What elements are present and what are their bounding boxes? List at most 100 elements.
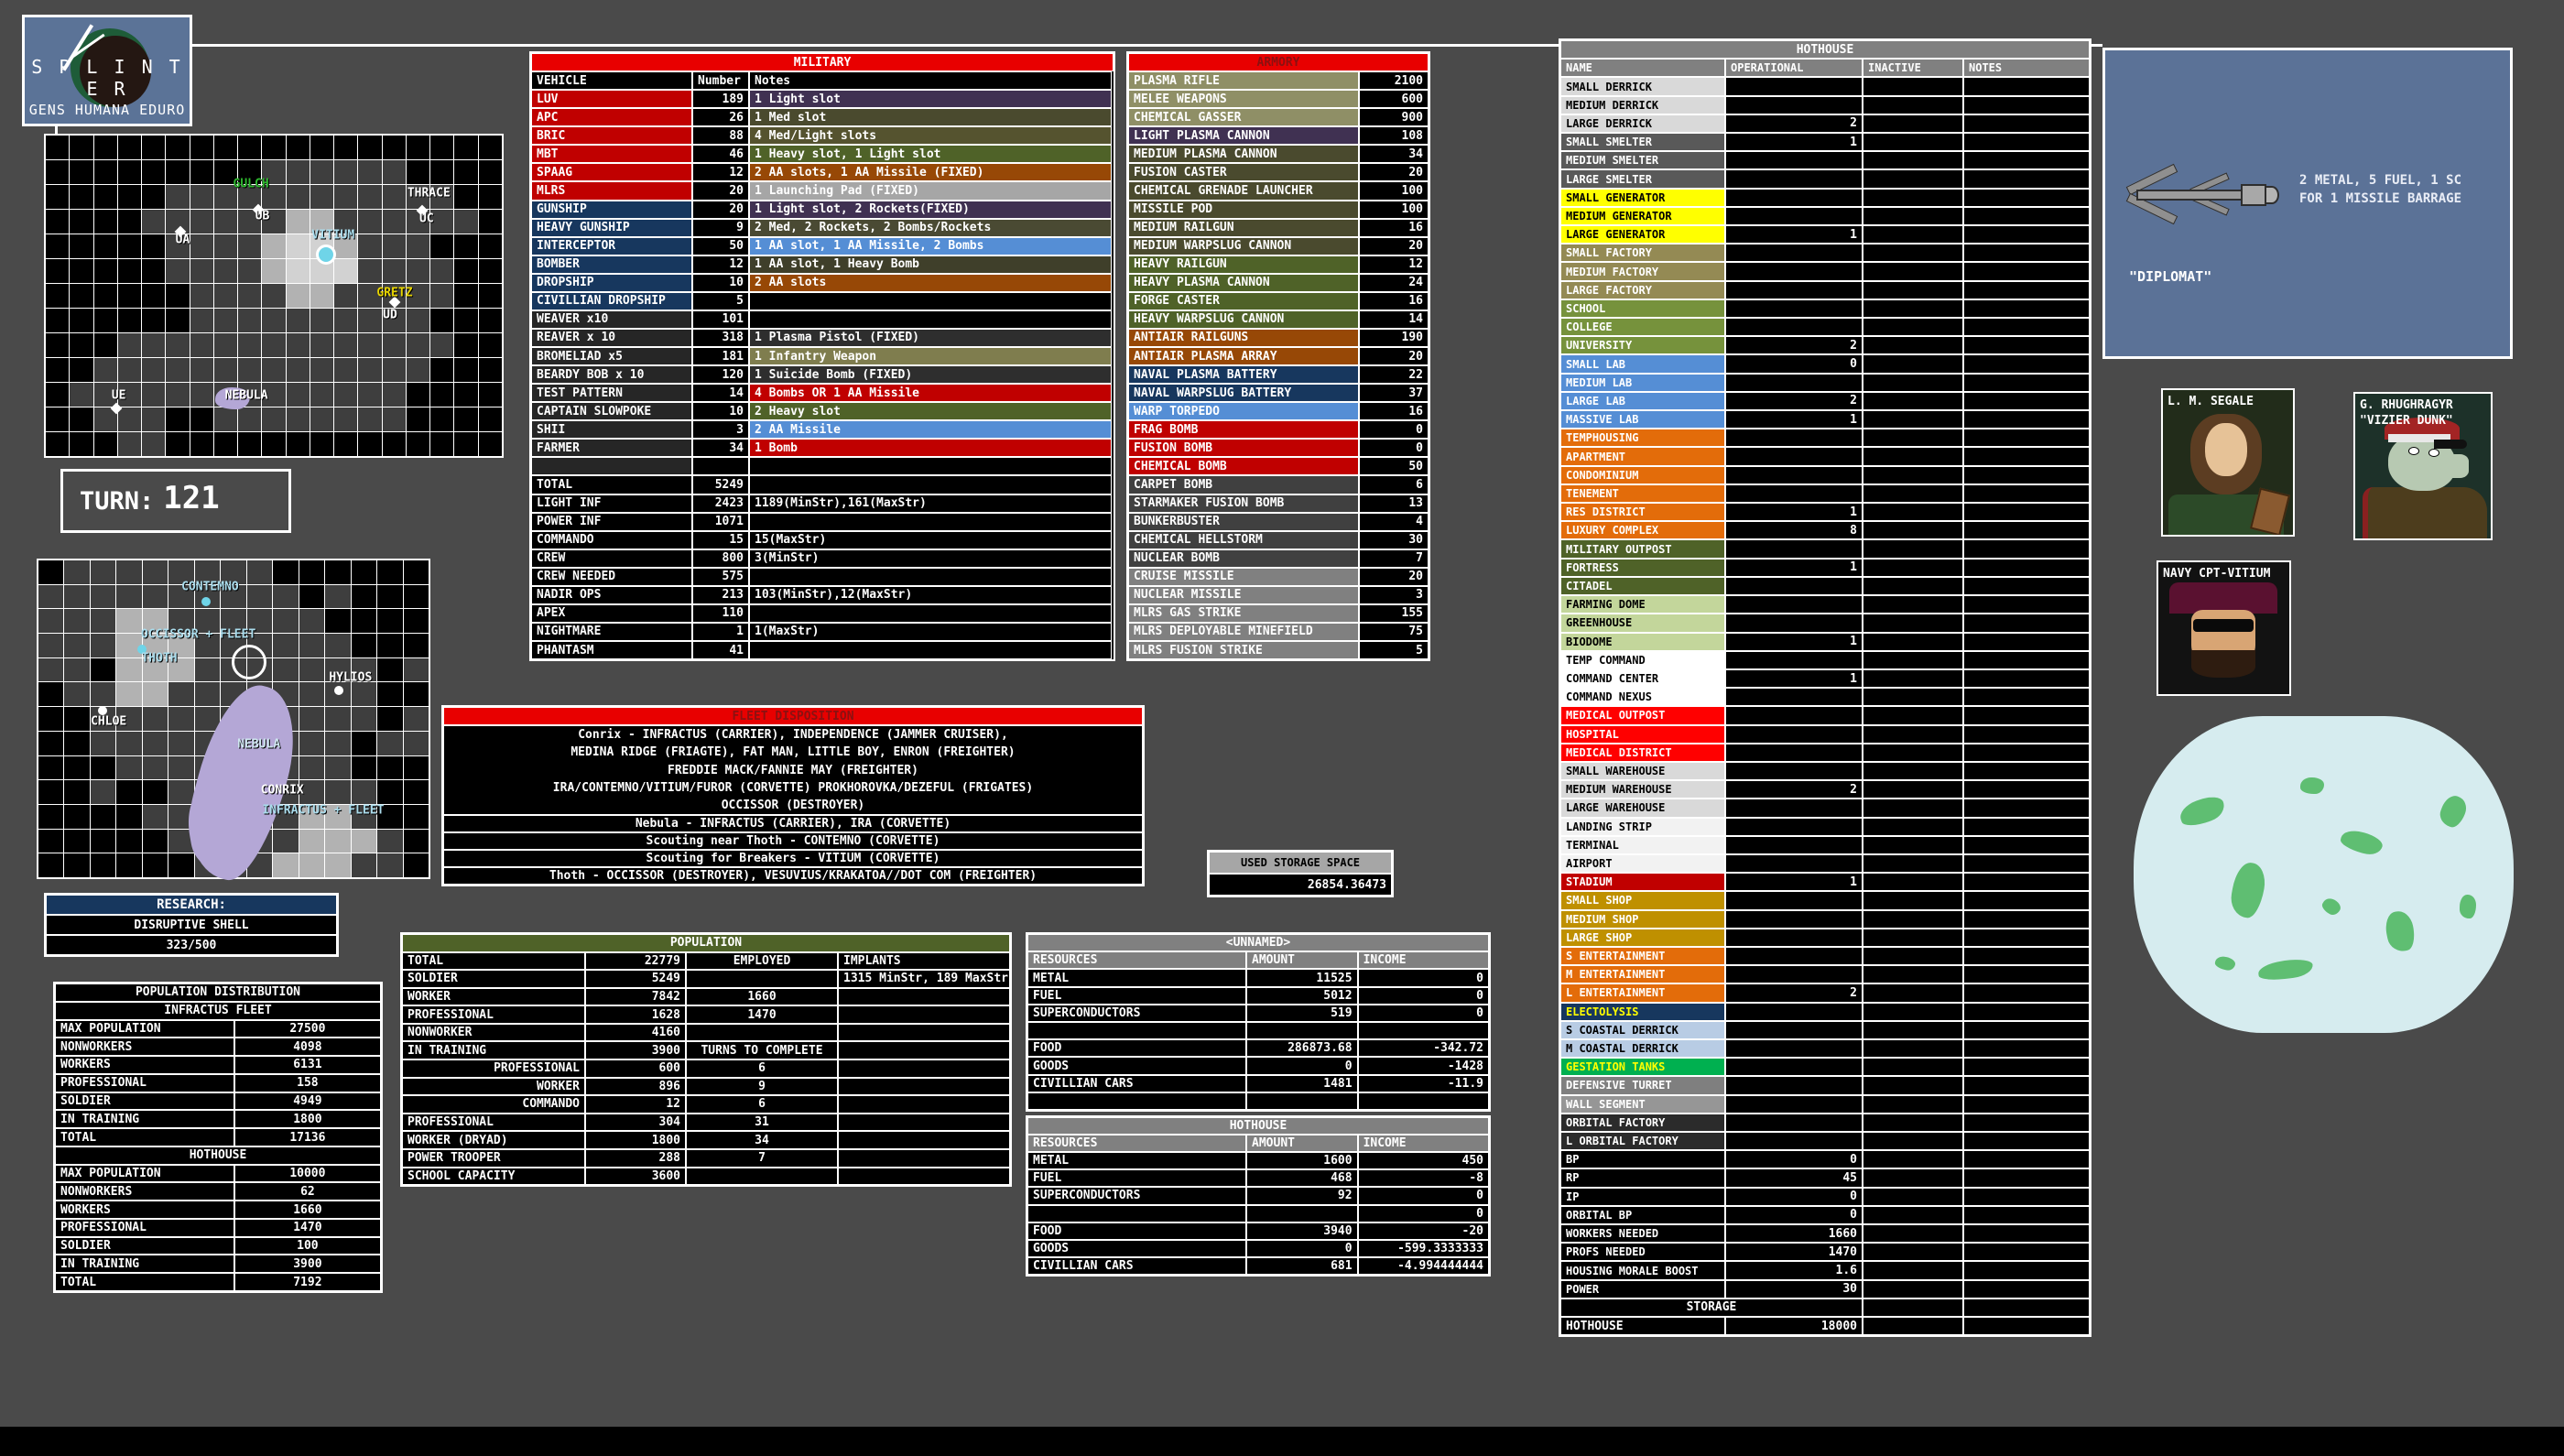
resource-row: METAL 1600 450 — [1027, 1152, 1489, 1170]
building-name: TERMINAL — [1560, 835, 1725, 854]
map-cell — [351, 707, 377, 731]
building-notes — [1963, 909, 2090, 929]
vehicle-notes — [749, 291, 1112, 310]
popdist-value: 158 — [234, 1073, 381, 1092]
map-cell — [93, 160, 117, 184]
hothouse-row: TERMINAL — [1560, 835, 2090, 854]
map-cell — [286, 284, 310, 308]
storage-header: STORAGE — [1560, 1298, 1863, 1318]
map-cell — [454, 185, 478, 209]
map-cell — [190, 407, 213, 431]
weapon-count: 600 — [1359, 90, 1429, 109]
armory-row: NAVAL PLASMA BATTERY 22 — [1128, 365, 1429, 385]
pop-label: PROFESSIONAL — [402, 1113, 585, 1132]
weapon-count: 2100 — [1359, 71, 1429, 91]
map-cell — [334, 432, 358, 456]
armory-row: MLRS DEPLOYABLE MINEFIELD 75 — [1128, 622, 1429, 641]
map-cell — [117, 407, 142, 431]
building-inactive — [1863, 614, 1963, 633]
resource-name: FOOD — [1027, 1222, 1247, 1240]
building-inactive — [1863, 1187, 1963, 1206]
weapon-name: CARPET BOMB — [1128, 475, 1359, 494]
map-cell — [273, 853, 299, 877]
pop-label: WORKER (DRYAD) — [402, 1131, 585, 1149]
resource-row — [1027, 1092, 1489, 1111]
building-operational — [1725, 95, 1863, 114]
hothouse-row: IP 0 — [1560, 1187, 2090, 1206]
map-cell — [142, 383, 166, 407]
map-cell — [273, 657, 299, 682]
map-cell — [286, 333, 310, 357]
map-cell — [190, 358, 213, 382]
military-table: MILITARY VEHICLE Number Notes LUV 189 1 Light … — [529, 51, 1115, 661]
map-cell — [454, 160, 478, 184]
population-row: IN TRAINING 3900 TURNS TO COMPLETE — [402, 1041, 1010, 1060]
map-label: NEBULA — [224, 388, 268, 402]
vehicle-name: SPAAG — [531, 163, 692, 182]
map-cell — [70, 333, 93, 357]
map-cell — [325, 634, 351, 657]
map-cell — [382, 407, 406, 431]
map-cell — [38, 560, 64, 584]
map-cell — [286, 407, 310, 431]
fleet-line: Thoth - OCCISSOR (DESTROYER), VESUVIUS/K… — [443, 867, 1143, 885]
research-project: DISRUPTIVE SHELL — [46, 915, 337, 935]
building-operational — [1725, 151, 1863, 170]
pop-label: WORKER — [402, 1077, 585, 1096]
resource-income: 450 — [1357, 1152, 1489, 1170]
building-operational — [1725, 576, 1863, 596]
building-operational — [1725, 539, 1863, 559]
building-name: PROFS NEEDED — [1560, 1243, 1725, 1262]
building-inactive — [1863, 206, 1963, 226]
vehicle-notes: 2 AA Missile — [749, 420, 1112, 440]
map-cell — [90, 584, 116, 609]
vehicle-name: BOMBER — [531, 255, 692, 274]
map-cell — [142, 432, 166, 456]
popdist-row: NONWORKERS 62 — [55, 1182, 381, 1201]
col-header: INCOME — [1357, 1135, 1489, 1153]
map-cell — [286, 383, 310, 407]
map-cell — [299, 682, 325, 707]
hothouse-row: S ENTERTAINMENT — [1560, 946, 2090, 966]
map-cell — [93, 333, 117, 357]
building-name: SMALL LAB — [1560, 354, 1725, 374]
map-cell — [403, 804, 429, 829]
map-cell — [358, 160, 382, 184]
population-row: PROFESSIONAL 304 31 — [402, 1113, 1010, 1132]
popdist-row: PROFESSIONAL 1470 — [55, 1218, 381, 1237]
building-notes — [1963, 373, 2090, 392]
vehicle-number: 213 — [692, 585, 749, 604]
popdist-label: PROFESSIONAL — [55, 1218, 234, 1237]
building-name: S ENTERTAINMENT — [1560, 946, 1725, 966]
map-cell — [142, 259, 166, 283]
map-cell — [377, 853, 403, 877]
building-name: LARGE SMELTER — [1560, 169, 1725, 189]
weapon-name: ANTIAIR RAILGUNS — [1128, 328, 1359, 347]
used-storage-panel: USED STORAGE SPACE 26854.36473 — [1207, 850, 1394, 897]
map-cell — [38, 584, 64, 609]
population-row: WORKER 7842 1660 — [402, 987, 1010, 1006]
military-title: MILITARY — [531, 53, 1114, 72]
building-notes — [1963, 983, 2090, 1003]
vehicle-number: 50 — [692, 236, 749, 255]
building-notes — [1963, 465, 2090, 484]
pop-employed: 9 — [686, 1077, 838, 1096]
resources-table-unnamed: <UNNAMED> RESOURCES AMOUNT INCOME METAL 11525… — [1026, 932, 1491, 1112]
connector-line — [192, 44, 2102, 47]
building-inactive — [1863, 817, 1963, 836]
weapon-name: FUSION CASTER — [1128, 163, 1359, 182]
research-panel: RESEARCH: DISRUPTIVE SHELL 323/500 — [44, 893, 339, 957]
building-inactive — [1863, 853, 1963, 874]
turn-indicator: TURN: 121 — [60, 469, 291, 533]
fleet-title: FLEET DISPOSITION — [443, 707, 1143, 725]
map-cell — [46, 383, 70, 407]
col-header: NAME — [1560, 59, 1725, 78]
map-cell — [299, 657, 325, 682]
weapon-count: 20 — [1359, 236, 1429, 255]
map-cell — [70, 358, 93, 382]
map-cell — [377, 829, 403, 853]
hothouse-row: DEFENSIVE TURRET — [1560, 1076, 2090, 1095]
vehicle-number: 101 — [692, 310, 749, 329]
building-name: LUXURY COMPLEX — [1560, 521, 1725, 540]
map-cell — [430, 358, 454, 382]
